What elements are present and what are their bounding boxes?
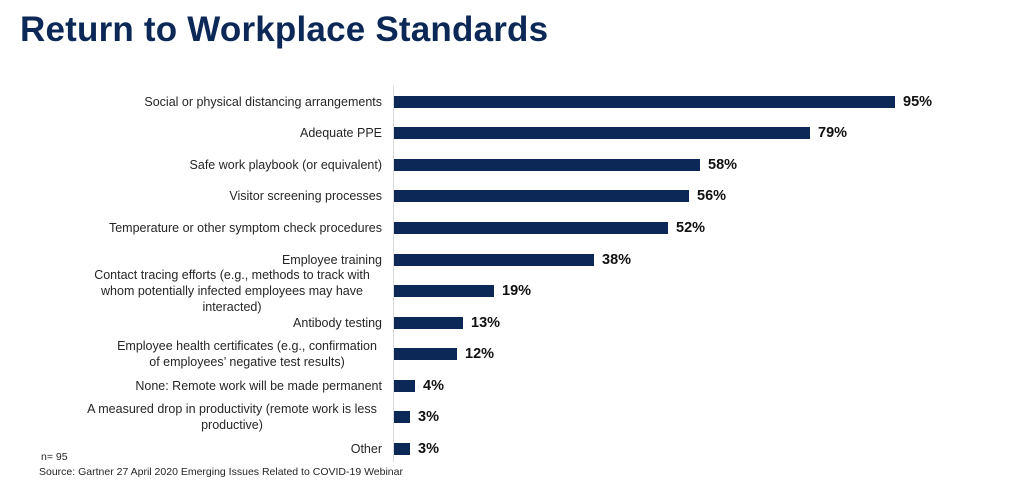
category-label: Temperature or other symptom check proce… — [108, 221, 382, 235]
bar-row: Visitor screening processes 56% — [0, 181, 1024, 212]
category-label: Contact tracing efforts (e.g., methods t… — [94, 268, 370, 314]
category-label: Employee training — [281, 253, 382, 267]
bar — [394, 96, 895, 108]
bar — [394, 190, 689, 202]
bar — [394, 285, 494, 297]
category-label: A measured drop in productivity (remote … — [87, 402, 377, 432]
bar — [394, 380, 415, 392]
value-label: 13% — [471, 315, 501, 331]
bar-row: Employee health certificates (e.g., conf… — [0, 339, 1024, 370]
bar-row: Social or physical distancing arrangemen… — [0, 87, 1024, 118]
category-label: Adequate PPE — [299, 126, 382, 140]
bar — [394, 127, 810, 139]
bar-row: A measured drop in productivity (remote … — [0, 402, 1024, 433]
bar — [394, 159, 700, 171]
category-label: Visitor screening processes — [229, 189, 382, 203]
category-label: Employee health certificates (e.g., conf… — [117, 339, 377, 369]
bar — [394, 222, 668, 234]
bar-row: Temperature or other symptom check proce… — [0, 213, 1024, 244]
sample-size-note: n= 95 — [41, 451, 68, 463]
bar — [394, 317, 463, 329]
category-label: Other — [350, 442, 382, 456]
value-label: 12% — [465, 346, 495, 362]
value-label: 4% — [423, 378, 444, 394]
bar-row: Contact tracing efforts (e.g., methods t… — [0, 268, 1024, 314]
value-label: 3% — [418, 409, 439, 425]
category-label: Antibody testing — [293, 316, 382, 330]
bar-row: None: Remote work will be made permanent… — [0, 371, 1024, 402]
bar — [394, 443, 410, 455]
value-label: 52% — [676, 220, 706, 236]
value-label: 38% — [602, 252, 632, 268]
category-label: Social or physical distancing arrangemen… — [144, 95, 382, 109]
value-label: 19% — [502, 283, 532, 299]
bar-row: Adequate PPE 79% — [0, 118, 1024, 149]
source-note: Source: Gartner 27 April 2020 Emerging I… — [39, 466, 403, 478]
bar-row: Antibody testing 13% — [0, 308, 1024, 339]
bar — [394, 348, 457, 360]
bar — [394, 411, 410, 423]
category-axis-line — [393, 86, 394, 462]
bar — [394, 254, 594, 266]
bar-row: Employee training 38% — [0, 245, 1024, 276]
value-label: 79% — [818, 125, 848, 141]
value-label: 58% — [708, 157, 738, 173]
value-label: 56% — [697, 188, 727, 204]
value-label: 95% — [903, 94, 933, 110]
category-label: Safe work playbook (or equivalent) — [189, 158, 382, 172]
bar-row: Other 3% — [0, 434, 1024, 465]
chart-title: Return to Workplace Standards — [20, 10, 549, 49]
value-label: 3% — [418, 441, 439, 457]
category-label: None: Remote work will be made permanent — [135, 379, 382, 393]
bar-row: Safe work playbook (or equivalent) 58% — [0, 150, 1024, 181]
